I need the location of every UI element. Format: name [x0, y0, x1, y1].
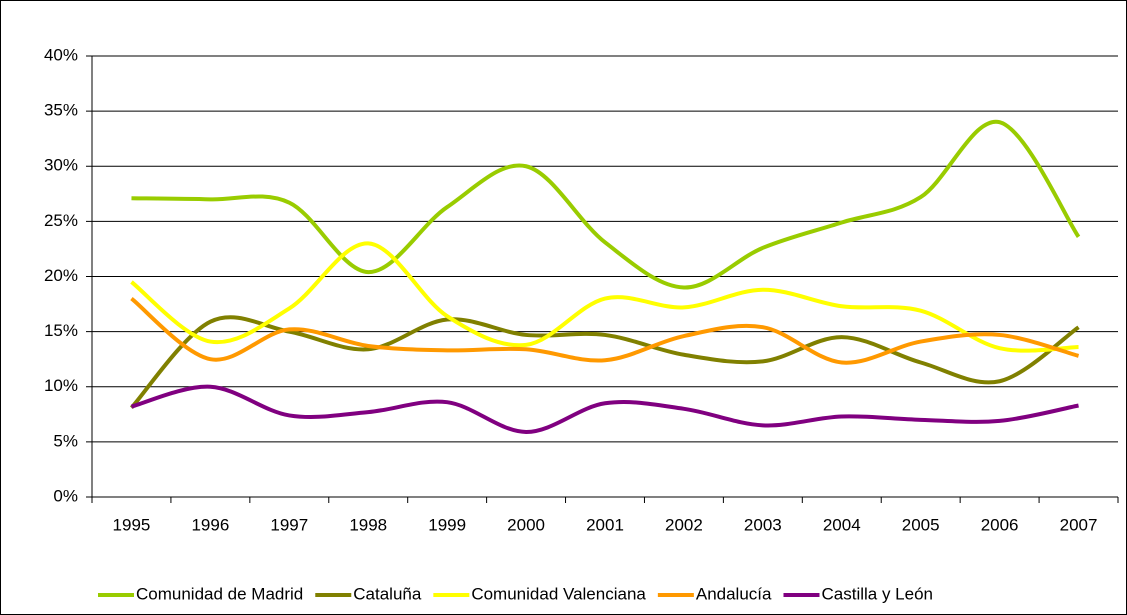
x-tick-label: 1997 — [270, 515, 308, 534]
y-tick-label: 35% — [44, 101, 78, 120]
x-tick-label: 1998 — [349, 515, 387, 534]
x-tick-label: 2004 — [823, 515, 861, 534]
series-line — [130, 241, 1079, 353]
legend-label: Cataluña — [353, 584, 422, 603]
y-tick-label: 30% — [44, 156, 78, 175]
x-tick-label: 2000 — [507, 515, 545, 534]
x-tick-label: 1999 — [428, 515, 466, 534]
y-tick-label: 40% — [44, 45, 78, 64]
x-tick-label: 2005 — [902, 515, 940, 534]
y-tick-label: 10% — [44, 376, 78, 395]
y-tick-label: 15% — [44, 321, 78, 340]
x-tick-label: 2001 — [586, 515, 624, 534]
series-line — [130, 384, 1079, 434]
legend-label: Comunidad de Madrid — [136, 584, 303, 603]
x-tick-label: 1996 — [191, 515, 229, 534]
series-line — [130, 296, 1080, 365]
series-line — [131, 119, 1081, 290]
y-tick-label: 0% — [53, 486, 78, 505]
legend-label: Castilla y León — [821, 584, 933, 603]
x-tick-label: 1995 — [113, 515, 151, 534]
y-tick-label: 20% — [44, 266, 78, 285]
legend-label: Comunidad Valenciana — [471, 584, 646, 603]
x-tick-label: 2003 — [744, 515, 782, 534]
y-tick-label: 5% — [53, 431, 78, 450]
legend-label: Andalucía — [696, 584, 772, 603]
x-tick-label: 2002 — [665, 515, 703, 534]
x-tick-label: 2006 — [981, 515, 1019, 534]
x-tick-label: 2007 — [1060, 515, 1098, 534]
y-tick-label: 25% — [44, 211, 78, 230]
